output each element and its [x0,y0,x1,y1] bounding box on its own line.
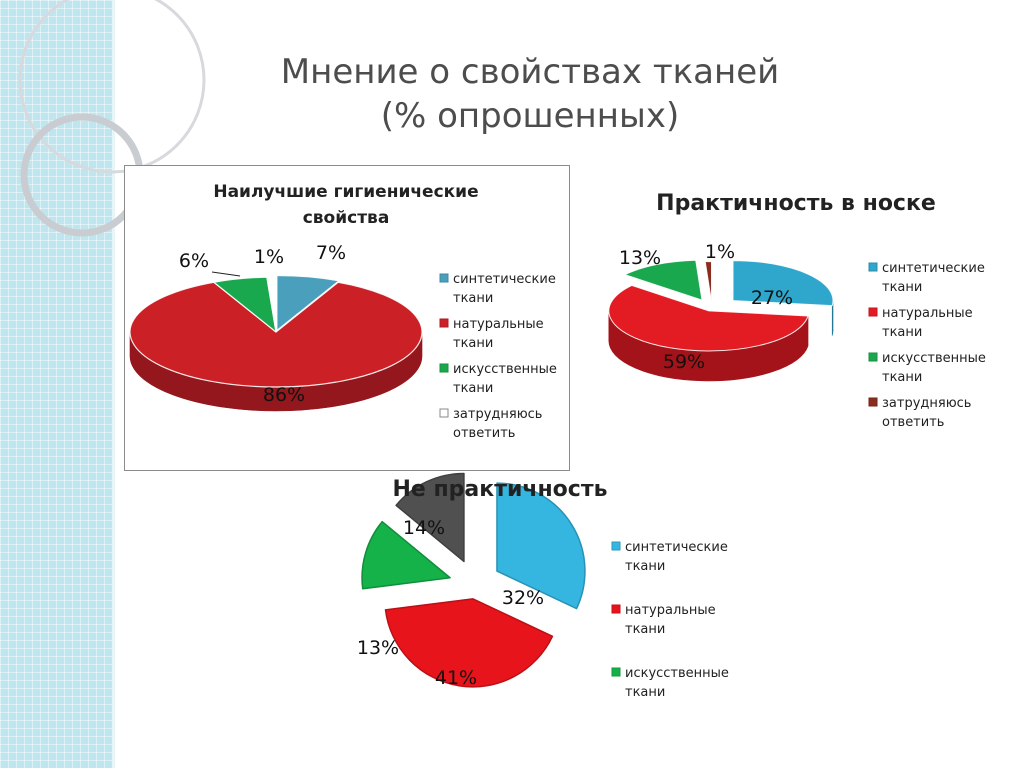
legend-label: искусственные [625,666,729,681]
legend-label: искусственные [453,362,557,377]
legend: синтетические ткани натуральные ткани искусс… [868,261,986,430]
legend-label: искусственные [882,351,986,366]
legend-swatch [439,363,449,373]
chart-practicality: 27% 59% 13% 1% Практичность в носке синтетиче… [608,191,986,430]
pie-slice [276,274,340,332]
pie-top [361,472,586,688]
legend-label: ткани [625,559,665,574]
leader-line [211,271,241,277]
legend-swatch [439,318,449,328]
legend-swatch [868,307,878,317]
slice-label: 13% [357,637,399,659]
pie-slice [361,520,451,590]
slice-label: 32% [502,587,544,609]
legend-label: ткани [882,325,922,340]
pie-slice [704,261,712,303]
legend-label: натуральные [625,603,716,618]
chart-title: свойства [303,208,390,228]
pie-top [608,259,834,352]
slice-label: 86% [263,384,305,406]
slice-label: 1% [254,246,284,268]
legend-label: затрудняюсь [453,407,542,422]
legend-label: натуральные [453,317,544,332]
legend-swatch [439,408,449,418]
legend-swatch [868,397,878,407]
slice-label: 1% [705,241,735,263]
legend-label: ткани [625,685,665,700]
slice-label: 7% [316,242,346,264]
pie-slice [608,284,809,352]
legend-label: ответить [453,426,515,441]
legend-label: ответить [882,415,944,430]
slide-title: Мнение о свойствах тканей (% опрошенных) [250,50,810,138]
legend-swatch [868,352,878,362]
legend-swatch [611,604,621,614]
chart-title: Практичность в носке [656,191,936,216]
slice-label: 13% [619,247,661,269]
chart-impracticality: 32% 41% 13% 14% Не практичность синтетические… [357,472,729,700]
legend-label: ткани [882,280,922,295]
legend-label: затрудняюсь [882,396,971,411]
slice-label: 59% [663,351,705,373]
slice-label: 6% [179,250,209,272]
decorative-strip-edge [112,0,115,768]
pie-slice [624,259,703,301]
legend-label: ткани [453,336,493,351]
pie-slice [266,275,277,332]
slice-label: 27% [751,287,793,309]
pie-slice [395,472,465,563]
pie-slice [732,260,834,307]
legend-label: ткани [625,622,665,637]
legend-label: ткани [453,291,493,306]
slice-label: 14% [403,517,445,539]
decorative-left-strip [0,0,112,768]
pie-slice [384,598,554,688]
legend: синтетические ткани натуральные ткани искусс… [611,540,729,700]
legend-label: синтетические [625,540,728,555]
chart-title: Не практичность [392,477,607,502]
legend: синтетические ткани натуральные ткани искусс… [439,272,557,441]
slide-title-line2: (% опрошенных) [380,96,680,136]
slice-label: 41% [435,667,477,689]
legend-label: ткани [882,370,922,385]
pie-slice [496,482,586,610]
slide-title-line1: Мнение о свойствах тканей [280,52,780,92]
chart-hygiene: 7% 86% 6% 1% Наилучшие гигиенические свойства… [129,182,557,441]
legend-label: синтетические [453,272,556,287]
legend-label: ткани [453,381,493,396]
pie-slice [129,281,423,388]
pie-top [129,274,423,388]
legend-swatch [439,273,449,283]
legend-swatch [611,541,621,551]
chart-title: Наилучшие гигиенические [213,182,478,202]
legend-label: синтетические [882,261,985,276]
legend-label: натуральные [882,306,973,321]
legend-swatch [868,262,878,272]
legend-swatch [611,667,621,677]
